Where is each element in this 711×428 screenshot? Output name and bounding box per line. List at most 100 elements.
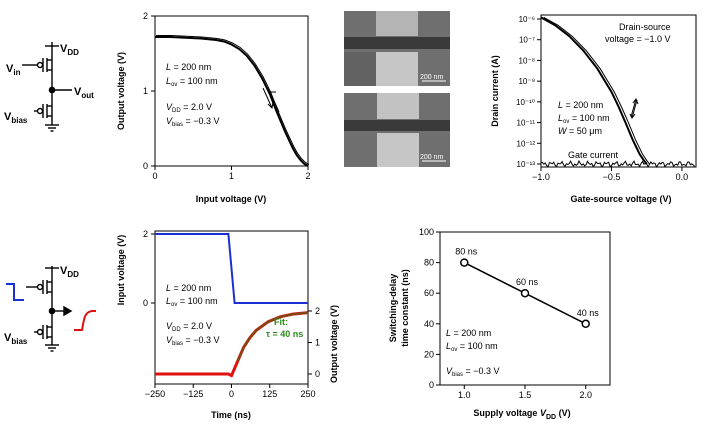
chart-idvg-annot-gate: Gate current xyxy=(568,150,619,160)
chart-transient-xlabel: Time (ns) xyxy=(211,410,251,420)
chart-transient-xtick-label: −250 xyxy=(145,389,165,399)
chart-idvg: −1.0 −0.5 0.0 10⁻¹³ 10⁻¹² 10⁻¹¹ 10⁻¹⁰ 10⁻⁹ 10⁻⁸ 1… xyxy=(490,14,697,204)
chart-idvg-xtick-label: −1.0 xyxy=(532,172,550,182)
chart-delay-ytick-label: 80 xyxy=(424,258,434,268)
schematic-top-vout-label: Vout xyxy=(74,86,94,100)
chart-transient-annot-vbias: Vbias = −0.3 V xyxy=(166,335,220,347)
chart-delay-point-label: 60 ns xyxy=(516,277,539,287)
chart-delay: 1.0 1.5 2.0 0 20 40 60 80 100 80 ns 60 ns 40 ns Sup… xyxy=(388,227,611,421)
chart-idvg-sweep-down-arrow xyxy=(629,99,638,119)
chart-transient-ytick-right-label: 2 xyxy=(315,306,320,316)
chart-delay-ylabel-2: time constant (ns) xyxy=(400,269,410,347)
chart-transient-ytick-right-label: 0 xyxy=(315,369,320,379)
chart-transient-ylabel-right: Output voltage (V) xyxy=(329,305,339,383)
chart-idvg-ytick-label: 10⁻¹³ xyxy=(517,160,536,169)
chart-transfer-annot-vdd: VDD = 2.0 V xyxy=(166,102,212,114)
micrograph-top: 200 nm xyxy=(344,11,450,86)
chart-delay-ytick-label: 20 xyxy=(424,349,434,359)
chart-transfer-frame xyxy=(154,15,309,167)
chart-idvg-annot-l: L = 200 nm xyxy=(558,100,603,110)
chart-transfer-ytick-label: 0 xyxy=(143,161,148,171)
chart-transfer-xlabel: Input voltage (V) xyxy=(196,194,267,204)
chart-transient-ytick-left-label: 0 xyxy=(143,298,148,308)
chart-idvg-drain-curve xyxy=(540,16,648,165)
chart-delay-annot-lov: Lov = 100 nm xyxy=(446,341,498,353)
micrograph-bottom-scale-text: 200 nm xyxy=(420,154,444,161)
chart-transient-ylabel-left: Input voltage (V) xyxy=(116,235,126,306)
micrograph-bottom: 200 nm xyxy=(344,93,450,167)
chart-transfer-annot-l: L = 200 nm xyxy=(166,62,211,72)
chart-transient-annot-l: L = 200 nm xyxy=(166,283,211,293)
chart-delay-ylabel-1: Switching-delay xyxy=(388,274,398,343)
chart-idvg-sweep-up-arrow xyxy=(630,97,639,118)
chart-transfer-xtick-label: 0 xyxy=(152,171,157,181)
chart-transient-frame xyxy=(154,230,309,385)
chart-idvg-ytick-label: 10⁻⁷ xyxy=(519,36,535,45)
chart-delay-annot-l: L = 200 nm xyxy=(446,328,491,338)
chart-delay-ytick-label: 0 xyxy=(429,380,434,390)
chart-transient-fit-tau: τ = 40 ns xyxy=(266,329,303,339)
chart-transfer-curve xyxy=(155,36,309,167)
chart-idvg-xtick-label: −0.5 xyxy=(603,172,621,182)
micrograph-top-scale-text: 200 nm xyxy=(420,74,444,81)
chart-idvg-annot-w: W = 50 μm xyxy=(558,126,602,136)
chart-delay-ytick-label: 40 xyxy=(424,319,434,329)
chart-delay-point xyxy=(520,288,530,298)
chart-idvg-gate-curve xyxy=(540,159,695,168)
chart-transfer-xtick-label: 2 xyxy=(305,171,310,181)
chart-delay-xtick-label: 1.5 xyxy=(519,390,532,400)
chart-transfer-sweep-up-arrow xyxy=(269,91,280,113)
schematic-output-pulse-icon xyxy=(74,310,96,331)
chart-delay-xlabel: Supply voltage VDD (V) xyxy=(473,408,570,421)
chart-transfer-ylabel: Output voltage (V) xyxy=(116,52,126,130)
chart-idvg-ytick-label: 10⁻¹² xyxy=(517,139,536,148)
chart-idvg-ytick-label: 10⁻¹⁰ xyxy=(516,98,535,107)
chart-transient-xtick-label: 250 xyxy=(300,389,315,399)
chart-idvg-drain-curve-reverse xyxy=(543,16,650,165)
chart-idvg-xlabel: Gate-source voltage (V) xyxy=(570,194,671,204)
chart-transient-ytick-right-label: 1 xyxy=(315,338,320,348)
chart-transfer-xtick-label: 1 xyxy=(229,171,234,181)
chart-transient-annot-lov: Lov = 100 nm xyxy=(166,296,218,308)
chart-transient-xtick-label: 0 xyxy=(229,389,234,399)
schematic-input-pulse-icon xyxy=(6,283,24,301)
chart-transient-fit-label: Fit: xyxy=(274,317,288,327)
chart-transfer-ytick-label: 1 xyxy=(143,86,148,96)
chart-transfer-sweep-down-arrow xyxy=(262,87,274,110)
chart-delay-annot-vbias: Vbias = −0.3 V xyxy=(446,366,500,378)
chart-transient-ytick-left-label: 2 xyxy=(143,229,148,239)
schematic-bottom xyxy=(26,266,73,352)
schematic-top-vbias-label: Vbias xyxy=(4,111,28,125)
chart-transient-annot-vdd: VDD = 2.0 V xyxy=(166,321,212,333)
chart-transfer-ytick-label: 2 xyxy=(143,11,148,21)
chart-delay-ytick-label: 60 xyxy=(424,288,434,298)
schematic-top-vin-label: Vin xyxy=(6,63,21,77)
schematic-bottom-vdd-label: VDD xyxy=(60,265,79,279)
chart-delay-point-label: 40 ns xyxy=(577,308,600,318)
chart-idvg-xtick-label: 0.0 xyxy=(676,172,689,182)
chart-idvg-annot-ds2: voltage = −1.0 V xyxy=(605,34,671,44)
chart-idvg-ytick-label: 10⁻¹¹ xyxy=(517,119,536,128)
chart-delay-xtick-label: 2.0 xyxy=(579,390,592,400)
chart-delay-xtick-label: 1.0 xyxy=(458,390,471,400)
chart-delay-point xyxy=(581,319,590,329)
chart-idvg-ytick-label: 10⁻⁶ xyxy=(519,15,535,24)
chart-transient-fit-curve xyxy=(236,311,309,362)
schematic-top-vdd-label: VDD xyxy=(60,43,79,57)
chart-transfer-curve-reverse xyxy=(156,35,310,165)
chart-idvg-ytick-label: 10⁻⁸ xyxy=(519,56,536,65)
chart-idvg-annot-ds1: Drain-source xyxy=(619,22,671,32)
chart-idvg-frame xyxy=(540,14,697,168)
chart-delay-point-label: 80 ns xyxy=(455,247,478,257)
chart-idvg-annot-lov: Lov = 100 nm xyxy=(558,113,610,125)
chart-transient-input-curve xyxy=(155,233,308,304)
chart-transient-xtick-label: 125 xyxy=(262,389,277,399)
chart-transfer-annot-lov: Lov = 100 nm xyxy=(166,76,218,88)
chart-transient-xtick-label: −125 xyxy=(183,389,203,399)
schematic-top xyxy=(22,42,72,132)
schematic-bottom-vbias-label: Vbias xyxy=(4,332,28,346)
chart-transfer: 00 1 1 2 2 Input voltage (V) Output voltage … xyxy=(116,11,311,204)
chart-idvg-ytick-label: 10⁻⁹ xyxy=(518,77,535,86)
chart-transfer-annot-vbias: Vbias = −0.3 V xyxy=(166,116,220,128)
